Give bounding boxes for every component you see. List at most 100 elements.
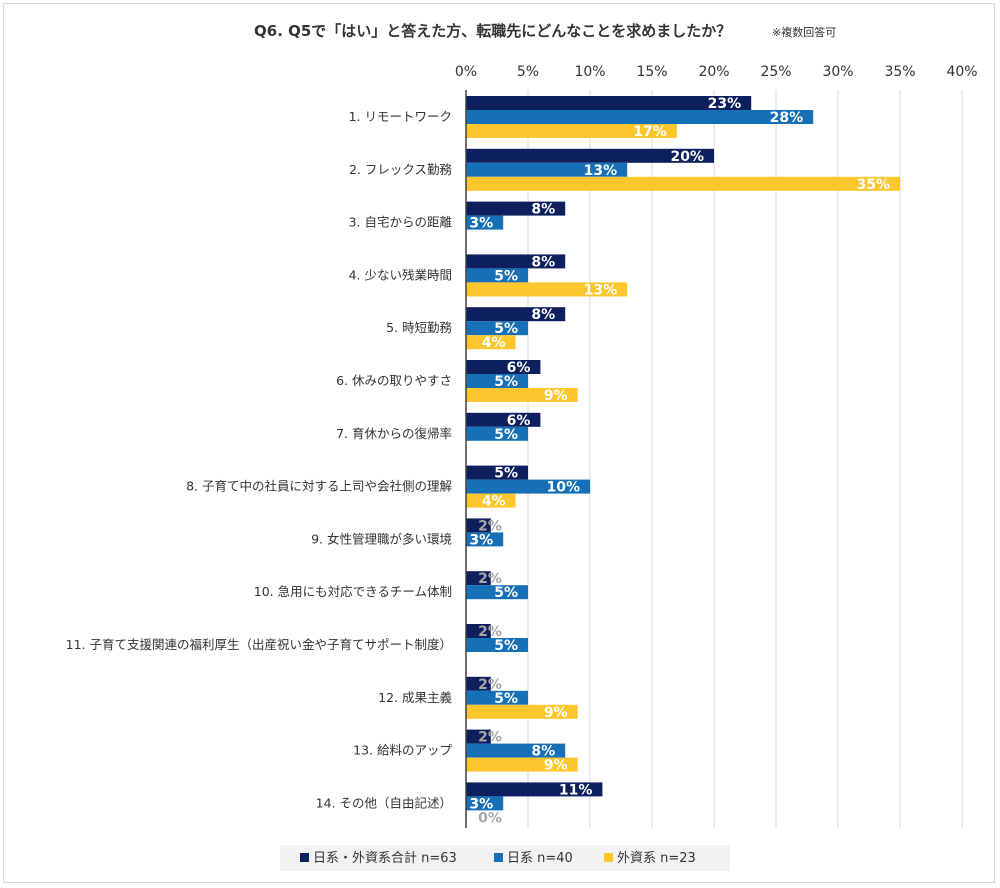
bar: [466, 148, 714, 163]
legend: 日系・外資系合計 n=63 日系 n=40 外資系 n=23: [280, 845, 730, 871]
bar: [466, 479, 590, 494]
category-label: 2. フレックス勤務: [349, 162, 453, 177]
bar: [466, 532, 504, 547]
bar: [466, 571, 491, 586]
bar: [466, 624, 491, 638]
category-label: 3. 自宅からの距離: [349, 215, 453, 230]
bar: [466, 585, 528, 600]
x-tick-label: 15%: [636, 64, 667, 80]
category-label: 5. 時短勤務: [386, 320, 452, 335]
bar: [466, 321, 528, 336]
gridlines: [527, 90, 963, 828]
bar: [466, 690, 528, 705]
data-labels: 23%28%17%20%13%35%8%3%8%5%13%8%5%4%6%5%9…: [469, 96, 890, 826]
data-label: 10%: [546, 480, 580, 496]
x-tick-label: 0%: [455, 64, 477, 80]
data-label: 3%: [469, 532, 493, 548]
bars: [466, 96, 900, 811]
bar: [466, 268, 528, 283]
data-label: 8%: [531, 254, 555, 270]
bar: [466, 254, 566, 269]
bar: [466, 796, 504, 811]
bar: [466, 638, 528, 652]
data-label: 2%: [478, 571, 502, 587]
category-label: 10. 急用にも対応できるチーム体制: [254, 584, 452, 599]
bar: [466, 176, 900, 191]
bar: [466, 412, 541, 427]
bar: [466, 307, 566, 322]
legend-swatch: [604, 853, 613, 862]
bar: [466, 162, 628, 177]
category-label: 13. 給料のアップ: [353, 743, 452, 758]
category-label: 12. 成果主義: [378, 690, 452, 705]
bar: [466, 282, 628, 297]
chart-frame: [3, 3, 995, 883]
legend-background: [280, 845, 730, 871]
category-label: 11. 子育て支援関連の福利厚生（出産祝い金や子育てサポート制度）: [66, 637, 452, 652]
category-label: 6. 休みの取りやすさ: [336, 373, 452, 388]
bar: [466, 782, 603, 797]
bar: [466, 201, 566, 216]
data-label: 5%: [494, 691, 518, 707]
bar: [466, 374, 528, 388]
bar: [466, 676, 491, 691]
bar: [466, 757, 578, 772]
bar: [466, 96, 752, 110]
data-label: 5%: [494, 374, 518, 390]
data-label: 23%: [708, 96, 742, 112]
category-label: 9. 女性管理職が多い環境: [311, 531, 452, 546]
bar: [466, 388, 578, 402]
x-tick-label: 25%: [760, 64, 791, 80]
x-tick-label: 30%: [822, 64, 853, 80]
data-label: 0%: [478, 810, 502, 826]
bar: [466, 465, 528, 480]
data-label: 8%: [531, 202, 555, 218]
bar: [466, 518, 491, 533]
category-label: 4. 少ない残業時間: [349, 267, 452, 282]
data-label: 17%: [633, 124, 667, 140]
category-label: 1. リモートワーク: [349, 109, 452, 124]
x-tick-label: 20%: [698, 64, 729, 80]
data-label: 13%: [584, 163, 618, 179]
bar: [466, 704, 578, 719]
data-label: 4%: [482, 335, 506, 351]
data-label: 6%: [507, 360, 531, 376]
bar: [466, 729, 491, 744]
category-labels: 1. リモートワーク 2. フレックス勤務 3. 自宅からの距離 4. 少ない残業時間…: [66, 109, 453, 810]
data-label: 4%: [482, 494, 506, 510]
x-tick-label: 35%: [884, 64, 915, 80]
data-label: 5%: [494, 427, 518, 443]
chart-title: Q6. Q5で「はい」と答えた方、転職先にどんなことを求めましたか？: [254, 22, 731, 40]
data-label: 3%: [469, 796, 493, 812]
data-label: 2%: [478, 730, 502, 746]
category-label: 7. 育休からの復帰率: [336, 426, 452, 441]
bar: [466, 493, 516, 508]
category-label: 14. その他（自由記述）: [316, 795, 452, 810]
legend-label: 日系 n=40: [507, 851, 573, 866]
bar: [466, 743, 566, 758]
legend-swatch: [494, 853, 503, 862]
data-label: 8%: [531, 744, 555, 760]
data-label: 13%: [584, 282, 618, 298]
category-label: 8. 子育て中の社員に対する上司や会社側の理解: [186, 479, 452, 494]
x-axis-ticks: 0% 5% 10% 15% 20% 25% 30% 35% 40%: [455, 64, 978, 80]
data-label: 9%: [544, 388, 568, 404]
data-label: 9%: [544, 705, 568, 721]
data-label: 35%: [856, 177, 890, 193]
x-tick-label: 40%: [946, 64, 977, 80]
x-tick-label: 5%: [517, 64, 539, 80]
bar: [466, 215, 504, 230]
data-label: 8%: [531, 307, 555, 323]
chart-subtitle: ※複数回答可: [772, 25, 836, 39]
bar: [466, 124, 677, 138]
data-label: 11%: [559, 782, 593, 798]
data-label: 9%: [544, 758, 568, 774]
data-label: 2%: [478, 518, 502, 534]
x-tick-label: 10%: [574, 64, 605, 80]
data-label: 20%: [670, 149, 704, 165]
data-label: 5%: [494, 268, 518, 284]
data-label: 28%: [770, 110, 804, 126]
data-label: 5%: [494, 466, 518, 482]
bar: [466, 335, 516, 350]
